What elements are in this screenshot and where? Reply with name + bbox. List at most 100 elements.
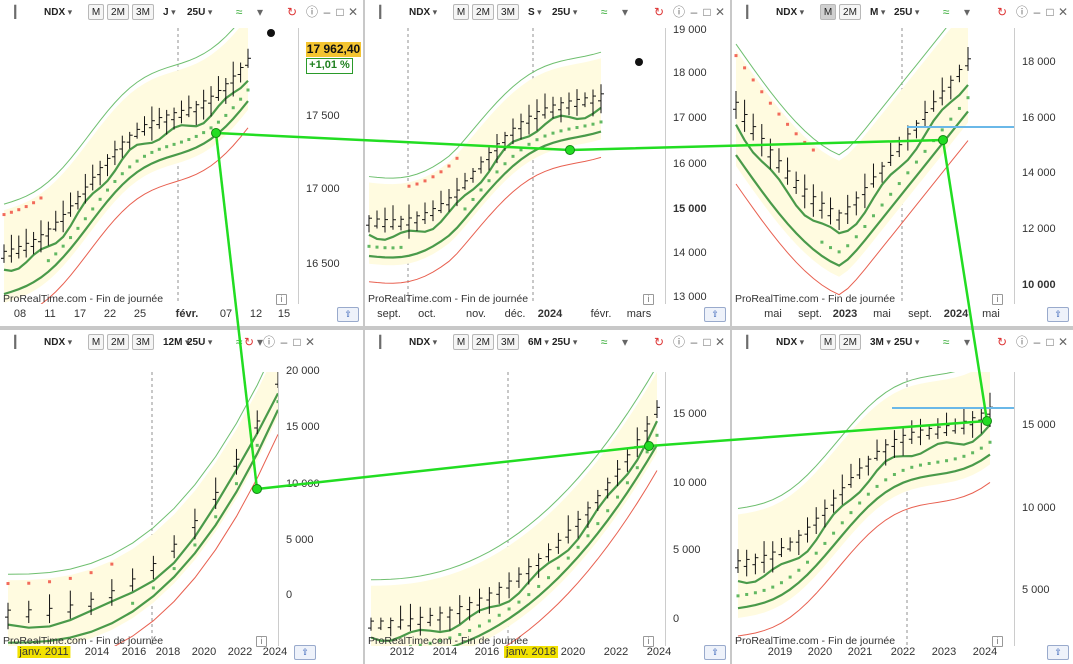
- refresh-icon[interactable]: ↻: [243, 335, 255, 349]
- refresh-icon[interactable]: ↻: [996, 335, 1008, 349]
- settings-dropdown-icon[interactable]: ▾: [963, 5, 971, 19]
- info-icon[interactable]: i: [256, 636, 267, 647]
- bar-chart-icon[interactable]: ▕▏: [6, 5, 25, 19]
- timeframe-selector[interactable]: 6M: [528, 334, 549, 350]
- period-button-2m[interactable]: 2M: [472, 334, 494, 350]
- maximize-icon[interactable]: □: [703, 335, 711, 349]
- close-icon[interactable]: ✕: [1057, 335, 1069, 349]
- info-icon[interactable]: i: [992, 294, 1003, 305]
- bollinger-period-selector[interactable]: 25U: [187, 4, 212, 20]
- indicators-icon[interactable]: ≈: [600, 335, 608, 349]
- bollinger-period-selector[interactable]: 25U: [552, 4, 577, 20]
- chart-panel-3m[interactable]: ▕▏ NDX M2M 3M25U ≈ ▾ ↻ ⓘ–□✕ 15 000 10 000 5 000 201…: [732, 330, 1073, 664]
- symbol-selector[interactable]: NDX: [44, 4, 72, 20]
- price-chart[interactable]: [732, 28, 1014, 304]
- settings-dropdown-icon[interactable]: ▾: [621, 335, 629, 349]
- scroll-to-latest-button[interactable]: ⇧: [1047, 645, 1069, 660]
- period-button-2m[interactable]: 2M: [107, 334, 129, 350]
- maximize-icon[interactable]: □: [1046, 5, 1054, 19]
- scroll-to-latest-button[interactable]: ⇧: [704, 645, 726, 660]
- period-button-3m[interactable]: 3M: [132, 4, 154, 20]
- scroll-to-latest-button[interactable]: ⇧: [294, 645, 316, 660]
- symbol-selector[interactable]: NDX: [776, 334, 804, 350]
- maximize-icon[interactable]: □: [293, 335, 301, 349]
- period-button-m[interactable]: M: [88, 334, 104, 350]
- minimize-icon[interactable]: –: [323, 5, 331, 19]
- minimize-icon[interactable]: –: [280, 335, 288, 349]
- settings-dropdown-icon[interactable]: ▾: [963, 335, 971, 349]
- minimize-icon[interactable]: –: [690, 5, 698, 19]
- bar-chart-icon[interactable]: ▕▏: [738, 5, 757, 19]
- symbol-selector[interactable]: NDX: [776, 4, 804, 20]
- refresh-icon[interactable]: ↻: [996, 5, 1008, 19]
- settings-dropdown-icon[interactable]: ▾: [256, 335, 264, 349]
- period-button-m[interactable]: M: [453, 334, 469, 350]
- info-icon[interactable]: i: [643, 636, 654, 647]
- bollinger-period-selector[interactable]: 25U: [894, 334, 919, 350]
- period-button-m[interactable]: M: [820, 334, 836, 350]
- maximize-icon[interactable]: □: [336, 5, 344, 19]
- close-icon[interactable]: ✕: [304, 335, 316, 349]
- period-button-m[interactable]: M: [88, 4, 104, 20]
- info-icon[interactable]: ⓘ: [1015, 335, 1028, 349]
- minimize-icon[interactable]: –: [1033, 5, 1041, 19]
- close-icon[interactable]: ✕: [714, 5, 726, 19]
- indicators-icon[interactable]: ≈: [942, 5, 950, 19]
- timeframe-selector[interactable]: M: [870, 4, 885, 20]
- bollinger-period-selector[interactable]: 25U: [894, 4, 919, 20]
- price-chart[interactable]: [0, 372, 278, 646]
- maximize-icon[interactable]: □: [703, 5, 711, 19]
- close-icon[interactable]: ✕: [714, 335, 726, 349]
- settings-dropdown-icon[interactable]: ▾: [256, 5, 264, 19]
- info-icon[interactable]: ⓘ: [672, 335, 685, 349]
- close-icon[interactable]: ✕: [1057, 5, 1069, 19]
- price-chart[interactable]: [732, 372, 1014, 646]
- minimize-icon[interactable]: –: [690, 335, 698, 349]
- timeframe-selector[interactable]: S: [528, 4, 542, 20]
- info-icon[interactable]: ⓘ: [262, 335, 275, 349]
- settings-dropdown-icon[interactable]: ▾: [621, 5, 629, 19]
- info-icon[interactable]: i: [276, 294, 287, 305]
- price-chart[interactable]: [365, 28, 665, 304]
- bollinger-period-selector[interactable]: 25U: [552, 334, 577, 350]
- info-icon[interactable]: ⓘ: [1015, 5, 1028, 19]
- minimize-icon[interactable]: –: [1033, 335, 1041, 349]
- scroll-to-latest-button[interactable]: ⇧: [704, 307, 726, 322]
- refresh-icon[interactable]: ↻: [653, 335, 665, 349]
- symbol-selector[interactable]: NDX: [44, 334, 72, 350]
- bar-chart-icon[interactable]: ▕▏: [6, 335, 25, 349]
- symbol-selector[interactable]: NDX: [409, 4, 437, 20]
- price-chart[interactable]: [365, 372, 665, 646]
- bollinger-period-selector[interactable]: 25U: [187, 334, 212, 350]
- indicators-icon[interactable]: ≈: [942, 335, 950, 349]
- period-button-2m[interactable]: 2M: [839, 334, 861, 350]
- price-chart[interactable]: [0, 28, 298, 304]
- period-button-3m[interactable]: 3M: [132, 334, 154, 350]
- timeframe-selector[interactable]: 3M: [870, 334, 891, 350]
- symbol-selector[interactable]: NDX: [409, 334, 437, 350]
- refresh-icon[interactable]: ↻: [286, 5, 298, 19]
- period-button-3m[interactable]: 3M: [497, 334, 519, 350]
- bar-chart-icon[interactable]: ▕▏: [371, 5, 390, 19]
- close-icon[interactable]: ✕: [347, 5, 359, 19]
- refresh-icon[interactable]: ↻: [653, 5, 665, 19]
- info-icon[interactable]: i: [992, 636, 1003, 647]
- scroll-to-latest-button[interactable]: ⇧: [1047, 307, 1069, 322]
- period-button-2m[interactable]: 2M: [472, 4, 494, 20]
- indicators-icon[interactable]: ≈: [235, 5, 243, 19]
- info-icon[interactable]: i: [643, 294, 654, 305]
- maximize-icon[interactable]: □: [1046, 335, 1054, 349]
- bar-chart-icon[interactable]: ▕▏: [371, 335, 390, 349]
- period-button-2m[interactable]: 2M: [839, 4, 861, 20]
- timeframe-selector[interactable]: J: [163, 4, 176, 20]
- period-button-3m[interactable]: 3M: [497, 4, 519, 20]
- scroll-to-latest-button[interactable]: ⇧: [337, 307, 359, 322]
- info-icon[interactable]: ⓘ: [305, 5, 318, 19]
- period-button-2m[interactable]: 2M: [107, 4, 129, 20]
- bar-chart-icon[interactable]: ▕▏: [738, 335, 757, 349]
- period-button-m[interactable]: M: [820, 4, 836, 20]
